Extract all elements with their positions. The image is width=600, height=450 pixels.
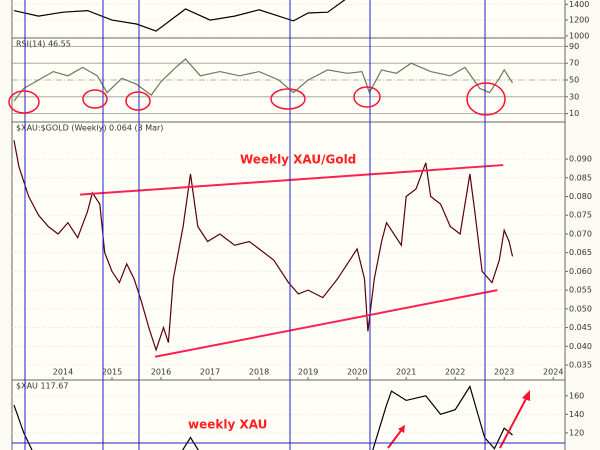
y-tick-label: 0.065 <box>569 248 592 257</box>
y-tick-label: 0.055 <box>569 286 592 295</box>
x-tick-label: 2016 <box>151 368 171 377</box>
annotation: weekly XAU <box>188 418 267 432</box>
x-tick-label: 2014 <box>53 368 73 377</box>
y-tick-label: 90 <box>569 42 579 51</box>
panel-title: RSI(14) 46.55 <box>16 40 71 49</box>
y-tick-label: 160 <box>569 391 584 400</box>
panel-title: $XAU 117.67 <box>16 382 68 391</box>
y-tick-label: 1200 <box>569 16 589 25</box>
y-tick-label: 140 <box>569 410 584 419</box>
highlight-circle <box>353 86 381 108</box>
price-line <box>13 58 514 102</box>
y-tick-label: 0.040 <box>569 342 592 351</box>
highlight-circle <box>82 89 108 109</box>
x-tick-label: 2017 <box>200 368 220 377</box>
x-tick-label: 2015 <box>102 368 122 377</box>
x-tick-label: 2022 <box>445 368 465 377</box>
y-tick-label: 120 <box>569 428 584 437</box>
y-tick-label: 0.075 <box>569 211 592 220</box>
panel-title: $XAU:$GOLD (Weekly) 0.064 (3 Mar) <box>16 124 163 133</box>
y-tick-label: 1400 <box>569 0 589 9</box>
y-tick-label: 0.035 <box>569 361 592 370</box>
price-line <box>13 0 346 32</box>
panel <box>11 379 566 450</box>
annotation: Weekly XAU/Gold <box>240 153 356 167</box>
highlight-circle <box>8 90 40 114</box>
y-tick-label: 30 <box>569 92 579 101</box>
arrow-head <box>522 390 530 401</box>
y-tick-label: 50 <box>569 76 579 85</box>
y-tick-label: 10 <box>569 109 579 118</box>
highlight-circle <box>466 82 506 116</box>
x-tick-label: 2019 <box>298 368 318 377</box>
y-tick-label: 0.080 <box>569 192 592 201</box>
highlight-circle <box>270 88 306 110</box>
y-tick-label: 0.090 <box>569 155 592 164</box>
y-tick-label: 1000 <box>569 31 589 40</box>
trendline <box>80 164 504 196</box>
y-tick-label: 0.050 <box>569 304 592 313</box>
y-tick-label: 0.045 <box>569 323 592 332</box>
arrow <box>387 427 404 449</box>
y-tick-label: 70 <box>569 59 579 68</box>
x-tick-label: 2020 <box>347 368 367 377</box>
x-tick-label: 2018 <box>249 368 269 377</box>
price-line <box>13 385 513 450</box>
x-tick-label: 2024 <box>543 368 563 377</box>
x-tick-label: 2023 <box>494 368 514 377</box>
y-tick-label: 0.070 <box>569 229 592 238</box>
highlight-circle <box>125 91 151 111</box>
price-line <box>13 140 514 352</box>
y-tick-label: 0.085 <box>569 173 592 182</box>
x-tick-label: 2021 <box>396 368 416 377</box>
arrow-head <box>398 425 405 433</box>
trendline <box>154 289 498 358</box>
arrow <box>499 394 529 449</box>
y-tick-label: 0.060 <box>569 267 592 276</box>
